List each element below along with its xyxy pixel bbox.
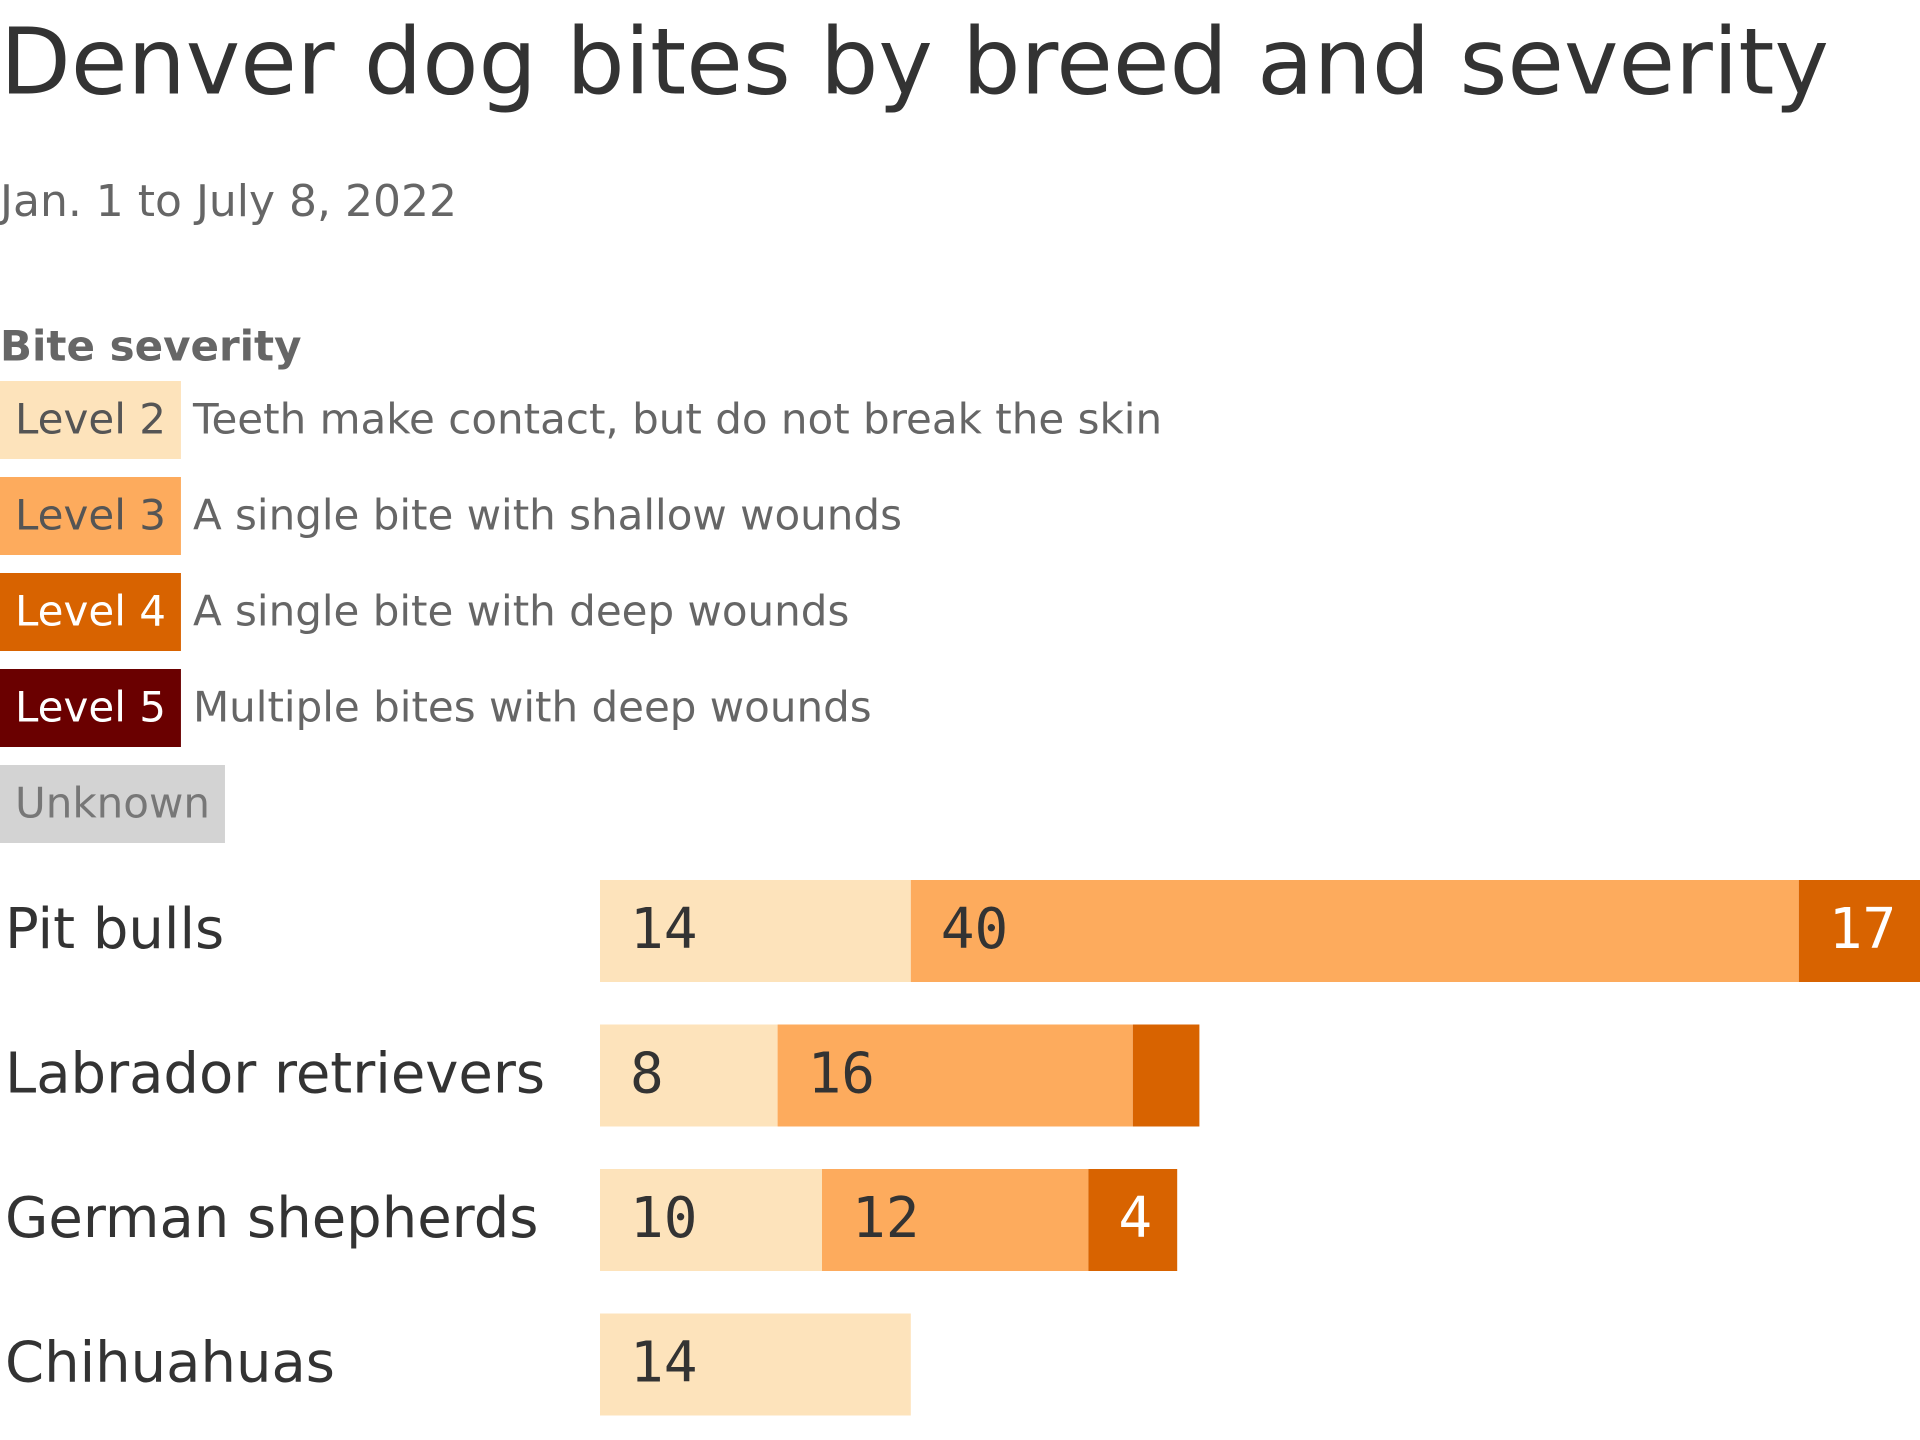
legend-label: Unknown	[15, 779, 210, 828]
category-label: German shepherds	[5, 1186, 538, 1251]
legend-item: Level 5 Multiple bites with deep wounds	[0, 669, 872, 747]
value-label: 10	[630, 1186, 697, 1251]
value-label: 14	[630, 1331, 697, 1396]
legend-label: Level 3	[15, 491, 166, 540]
value-label: 14	[630, 897, 697, 962]
bar-segment	[600, 880, 911, 982]
bar-segment	[910, 880, 1799, 982]
legend-title: Bite severity	[0, 322, 302, 371]
legend-label: Level 4	[15, 587, 166, 636]
legend-item: Level 4 A single bite with deep wounds	[0, 573, 849, 651]
legend-description: Teeth make contact, but do not break the…	[192, 395, 1162, 444]
chart-title: Denver dog bites by breed and severity	[0, 8, 1829, 115]
legend-swatch	[0, 477, 181, 555]
legend-description: A single bite with shallow wounds	[193, 491, 902, 540]
bar-segment	[1088, 1169, 1178, 1271]
bar-segment	[1132, 1024, 1200, 1127]
value-label: 12	[852, 1186, 919, 1251]
legend-swatch	[0, 573, 181, 651]
legend-description: A single bite with deep wounds	[193, 587, 849, 636]
category-label: Labrador retrievers	[5, 1042, 545, 1107]
bar-segment	[600, 1313, 911, 1416]
value-label: 17	[1829, 897, 1896, 962]
legend-description: Multiple bites with deep wounds	[193, 683, 872, 732]
bar-segment	[600, 1024, 778, 1127]
bar-segment	[822, 1169, 1089, 1271]
bar-segment	[600, 1169, 822, 1271]
legend-label: Level 2	[15, 395, 166, 444]
category-label: Pit bulls	[5, 897, 224, 962]
category-label: Chihuahuas	[5, 1331, 335, 1396]
chart-subtitle: Jan. 1 to July 8, 2022	[0, 176, 457, 227]
bar-segment	[777, 1024, 1133, 1127]
legend-swatch	[0, 765, 225, 843]
legend-label: Level 5	[15, 683, 166, 732]
legend-swatch	[0, 381, 181, 459]
legend-item: Level 3 A single bite with shallow wounds	[0, 477, 902, 555]
value-label: 16	[808, 1042, 875, 1107]
bar-segment	[1798, 880, 1920, 982]
value-label: 40	[941, 897, 1008, 962]
value-label: 8	[630, 1042, 664, 1107]
legend-item: Level 2 Teeth make contact, but do not br…	[0, 381, 1162, 459]
legend-swatch	[0, 669, 181, 747]
legend-item: Unknown	[0, 765, 225, 843]
value-label: 4	[1118, 1186, 1152, 1251]
